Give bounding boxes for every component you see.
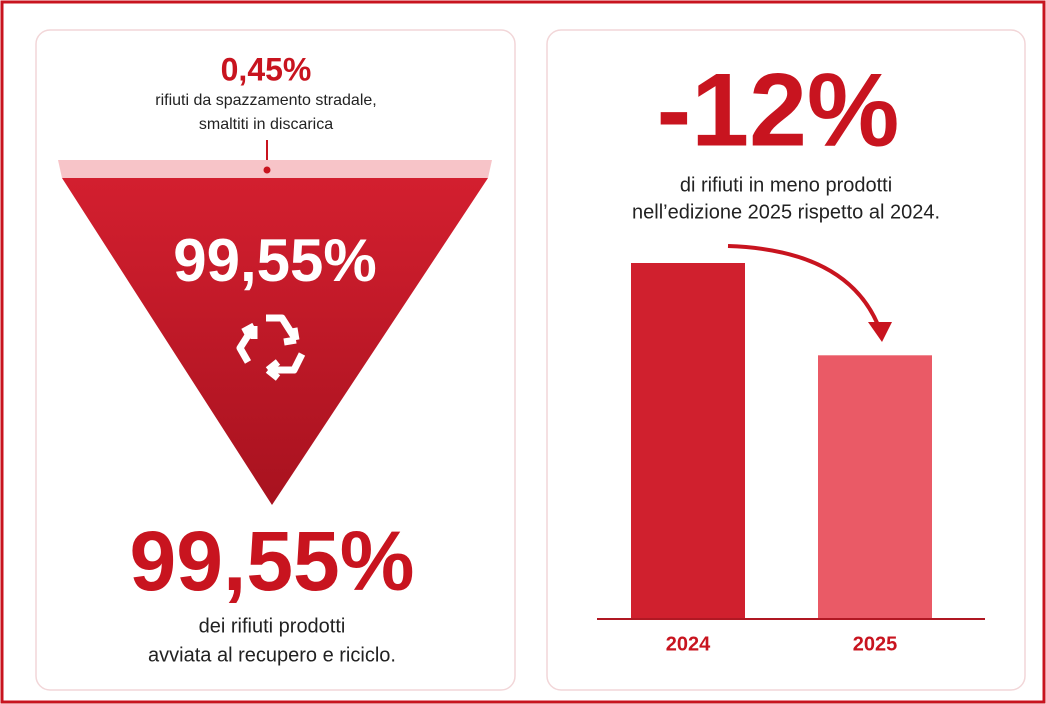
x-tick-label: 2024 bbox=[666, 633, 711, 655]
caption: nell’edizione 2025 rispetto al 2024. bbox=[632, 201, 940, 223]
funnel bbox=[62, 178, 488, 505]
funnel-value: 99,55% bbox=[173, 227, 377, 294]
recycle-icon bbox=[236, 314, 306, 381]
funnel-top-band bbox=[58, 160, 492, 178]
x-tick-label: 2025 bbox=[853, 633, 898, 655]
caption: di rifiuti in meno prodotti bbox=[680, 174, 892, 196]
pointer-dot bbox=[263, 166, 271, 174]
caption: dei rifiuti prodotti bbox=[199, 615, 346, 637]
caption: avviata al recupero e riciclo. bbox=[148, 644, 396, 666]
trend-arrow bbox=[727, 244, 882, 331]
caption: rifiuti da spazzamento stradale, bbox=[155, 92, 376, 109]
arrow-head bbox=[868, 322, 892, 342]
headline: -12% bbox=[657, 52, 900, 168]
big-stat: 99,55% bbox=[130, 514, 415, 608]
bar bbox=[631, 263, 745, 618]
caption: smaltiti in discarica bbox=[199, 116, 333, 133]
bar bbox=[818, 355, 932, 618]
small-stat: 0,45% bbox=[221, 51, 312, 87]
